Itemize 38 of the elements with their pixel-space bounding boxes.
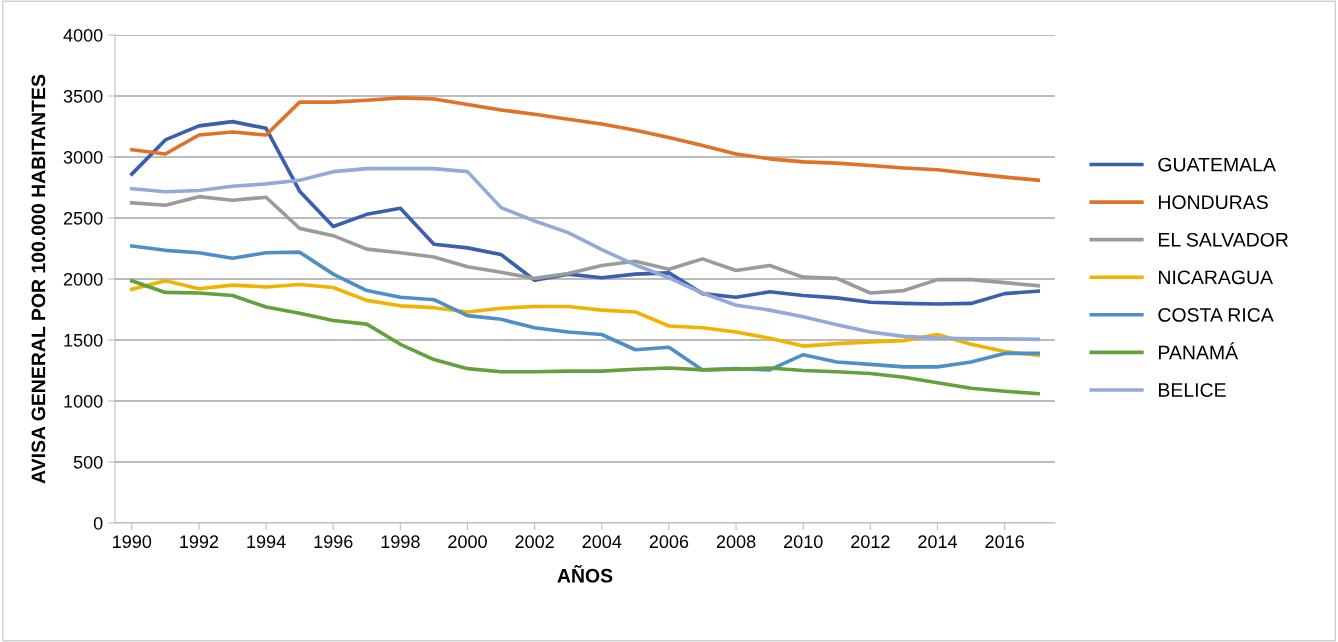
x-tick-label: 1990 [113, 535, 152, 549]
x-tick-label: 2012 [851, 535, 890, 549]
x-axis-title: AÑOS [557, 565, 613, 583]
y-tick-label: 4000 [63, 28, 103, 42]
x-tick-label: 2006 [649, 535, 689, 549]
x-tick-label: 1992 [180, 535, 219, 549]
legend-label: BELICE [1159, 383, 1226, 397]
y-tick-label: 2500 [63, 211, 103, 225]
x-tick-label: 2008 [716, 535, 756, 549]
y-tick-label: 2000 [63, 272, 103, 286]
line-series [129, 119, 1041, 306]
line-series [129, 96, 1041, 182]
x-tick-label: 2010 [784, 535, 823, 549]
x-tick-label: 2014 [918, 535, 958, 549]
line-series [129, 166, 1041, 342]
x-tick-label: 1996 [314, 535, 353, 549]
legend-label: GUATEMALA [1158, 157, 1276, 172]
legend-label: HONDURAS [1159, 195, 1268, 210]
line-series [129, 279, 1041, 396]
y-tick-label: 0 [93, 516, 103, 530]
legend-label: NICARAGUA [1159, 270, 1273, 285]
y-tick-label: 500 [73, 455, 103, 469]
y-tick-label: 1500 [64, 333, 103, 347]
x-tick-label: 2000 [448, 535, 487, 549]
line-series [129, 279, 1041, 358]
x-tick-label: 2002 [515, 535, 554, 549]
x-tick-label: 2004 [582, 535, 622, 549]
x-tick-label: 2016 [985, 535, 1024, 549]
y-tick-label: 1000 [64, 394, 103, 408]
y-axis-title: AVISA GENERAL POR 100.000 HABITANTES [31, 74, 46, 484]
legend-label: COSTA RICA [1158, 308, 1274, 322]
y-tick-label: 3500 [63, 89, 103, 103]
legend-label: EL SALVADOR [1159, 232, 1288, 247]
x-tick-label: 1994 [247, 535, 286, 549]
y-tick-label: 3000 [63, 150, 103, 164]
legend-label: PANAMÁ [1159, 342, 1239, 360]
line-series [129, 244, 1041, 372]
x-tick-label: 1998 [381, 535, 420, 549]
